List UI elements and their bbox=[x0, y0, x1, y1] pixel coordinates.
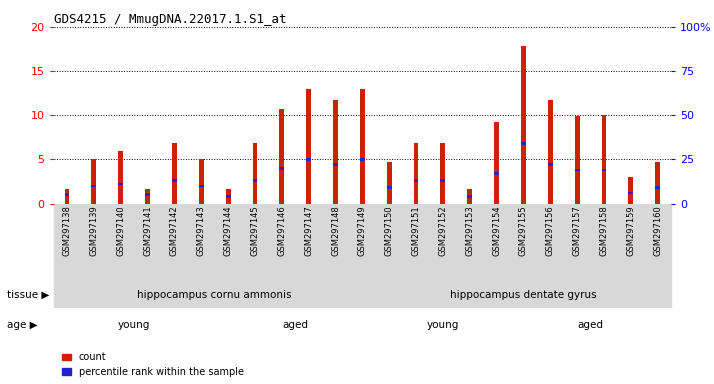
Bar bbox=[413, 144, 418, 204]
Text: young: young bbox=[118, 320, 150, 331]
Bar bbox=[387, 162, 391, 204]
Bar bbox=[602, 169, 606, 171]
Bar bbox=[387, 186, 391, 189]
Bar bbox=[575, 116, 580, 204]
Bar bbox=[91, 159, 96, 204]
Bar bbox=[628, 177, 633, 204]
Bar bbox=[226, 189, 231, 204]
Bar bbox=[279, 109, 284, 204]
Bar bbox=[521, 46, 526, 204]
Bar bbox=[521, 142, 526, 145]
Text: age ▶: age ▶ bbox=[7, 320, 38, 331]
Bar bbox=[575, 169, 580, 171]
Bar bbox=[145, 189, 150, 204]
Bar bbox=[119, 183, 123, 185]
Bar bbox=[333, 100, 338, 204]
Bar bbox=[172, 144, 177, 204]
Bar bbox=[198, 159, 203, 204]
Bar bbox=[655, 162, 660, 204]
Text: hippocampus dentate gyrus: hippocampus dentate gyrus bbox=[450, 290, 597, 300]
Bar bbox=[64, 189, 69, 204]
Bar bbox=[360, 89, 365, 204]
Bar bbox=[119, 151, 123, 204]
Bar bbox=[494, 122, 499, 204]
Bar bbox=[306, 89, 311, 204]
Bar bbox=[413, 179, 418, 182]
Bar bbox=[494, 172, 499, 175]
Bar bbox=[64, 194, 69, 196]
Bar bbox=[306, 158, 311, 161]
Text: hippocampus cornu ammonis: hippocampus cornu ammonis bbox=[137, 290, 292, 300]
Text: aged: aged bbox=[578, 320, 603, 331]
Bar bbox=[279, 167, 284, 169]
Text: young: young bbox=[427, 320, 459, 331]
Bar bbox=[91, 185, 96, 187]
Bar bbox=[468, 195, 472, 198]
Bar bbox=[548, 163, 553, 166]
Bar bbox=[198, 185, 203, 187]
Text: aged: aged bbox=[282, 320, 308, 331]
Bar bbox=[333, 163, 338, 166]
Bar bbox=[172, 179, 177, 182]
Bar bbox=[253, 179, 257, 182]
Bar bbox=[145, 194, 150, 196]
Text: tissue ▶: tissue ▶ bbox=[7, 290, 49, 300]
Legend: count, percentile rank within the sample: count, percentile rank within the sample bbox=[62, 353, 243, 377]
Bar bbox=[468, 189, 472, 204]
Bar bbox=[655, 186, 660, 189]
Bar bbox=[253, 144, 257, 204]
Bar bbox=[602, 115, 606, 204]
Bar bbox=[548, 100, 553, 204]
Text: GDS4215 / MmugDNA.22017.1.S1_at: GDS4215 / MmugDNA.22017.1.S1_at bbox=[54, 13, 286, 26]
Bar bbox=[628, 192, 633, 194]
Bar bbox=[441, 179, 446, 182]
Bar bbox=[360, 158, 365, 161]
Bar bbox=[226, 195, 231, 198]
Bar bbox=[441, 144, 446, 204]
